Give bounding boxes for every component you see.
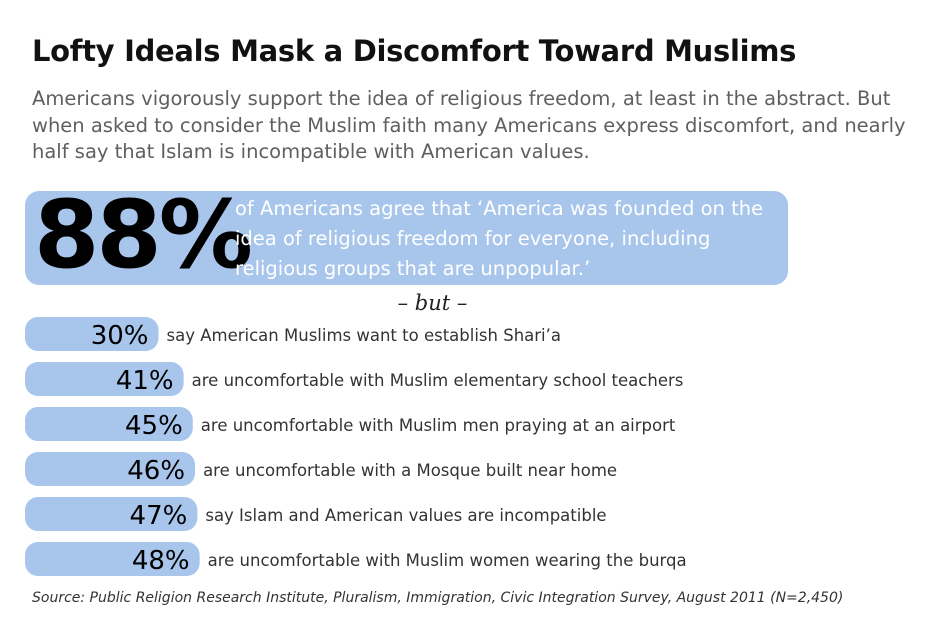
bar-1 — [25, 362, 184, 396]
chart-subtitle: Americans vigorously support the idea of… — [32, 87, 906, 163]
headline-text: of Americans agree that ‘America was fou… — [235, 197, 764, 280]
but-separator: – but – — [397, 291, 468, 315]
bar-value-label-3: 46% — [127, 456, 185, 486]
bar-value-label-2: 45% — [125, 411, 183, 441]
bar-category-label-0: say American Muslims want to establish S… — [167, 326, 561, 345]
headline-bar — [25, 191, 788, 285]
bar-value-label-4: 47% — [130, 501, 188, 531]
bar-category-label-4: say Islam and American values are incomp… — [205, 506, 606, 525]
bar-4 — [25, 497, 198, 531]
bar-value-label-1: 41% — [116, 366, 174, 396]
bar-5 — [25, 542, 200, 576]
bar-value-label-5: 48% — [132, 546, 190, 576]
bar-value-label-0: 30% — [91, 321, 149, 351]
bar-0 — [25, 317, 159, 351]
chart-title: Lofty Ideals Mask a Discomfort Toward Mu… — [32, 34, 797, 68]
bar-chart: 30% say American Muslims want to establis… — [25, 317, 687, 576]
bar-2 — [25, 407, 193, 441]
bar-category-label-2: are uncomfortable with Muslim men prayin… — [201, 416, 676, 435]
headline-value-label: 88% — [34, 181, 253, 290]
bar-category-label-5: are uncomfortable with Muslim women wear… — [208, 551, 687, 570]
bar-category-label-1: are uncomfortable with Muslim elementary… — [192, 371, 684, 390]
bar-category-label-3: are uncomfortable with a Mosque built ne… — [203, 461, 617, 480]
bar-3 — [25, 452, 196, 486]
source-note: Source: Public Religion Research Institu… — [32, 590, 844, 606]
